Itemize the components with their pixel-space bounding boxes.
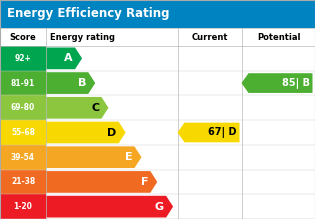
- FancyBboxPatch shape: [178, 71, 242, 95]
- Text: Energy Efficiency Rating: Energy Efficiency Rating: [7, 7, 169, 21]
- FancyBboxPatch shape: [242, 120, 315, 145]
- Text: D: D: [107, 127, 117, 138]
- Polygon shape: [46, 196, 173, 217]
- FancyBboxPatch shape: [0, 120, 46, 145]
- Polygon shape: [242, 73, 312, 93]
- FancyBboxPatch shape: [0, 71, 46, 95]
- Text: E: E: [125, 152, 132, 162]
- Text: 1-20: 1-20: [14, 202, 32, 211]
- Text: 69-80: 69-80: [11, 103, 35, 112]
- Polygon shape: [46, 72, 95, 94]
- Text: 81-91: 81-91: [11, 79, 35, 88]
- Text: 67| D: 67| D: [208, 127, 237, 138]
- Text: A: A: [64, 53, 73, 63]
- FancyBboxPatch shape: [0, 46, 46, 71]
- Text: Potential: Potential: [257, 32, 300, 41]
- FancyBboxPatch shape: [0, 170, 46, 194]
- FancyBboxPatch shape: [0, 0, 315, 28]
- FancyBboxPatch shape: [242, 194, 315, 219]
- FancyBboxPatch shape: [242, 46, 315, 71]
- FancyBboxPatch shape: [0, 194, 46, 219]
- Text: Score: Score: [10, 32, 36, 41]
- FancyBboxPatch shape: [242, 71, 315, 95]
- FancyBboxPatch shape: [178, 194, 242, 219]
- FancyBboxPatch shape: [0, 28, 315, 46]
- Polygon shape: [46, 122, 126, 143]
- Polygon shape: [46, 146, 141, 168]
- FancyBboxPatch shape: [0, 145, 46, 170]
- FancyBboxPatch shape: [178, 170, 242, 194]
- Text: 92+: 92+: [14, 54, 32, 63]
- Polygon shape: [46, 171, 157, 193]
- FancyBboxPatch shape: [178, 145, 242, 170]
- Text: G: G: [155, 202, 164, 212]
- FancyBboxPatch shape: [178, 46, 242, 71]
- Text: 21-38: 21-38: [11, 177, 35, 186]
- FancyBboxPatch shape: [242, 95, 315, 120]
- FancyBboxPatch shape: [0, 95, 46, 120]
- Text: Current: Current: [192, 32, 228, 41]
- Text: C: C: [91, 103, 100, 113]
- Text: F: F: [141, 177, 148, 187]
- Text: 39-54: 39-54: [11, 153, 35, 162]
- FancyBboxPatch shape: [242, 170, 315, 194]
- Polygon shape: [177, 123, 239, 142]
- FancyBboxPatch shape: [242, 145, 315, 170]
- Text: 55-68: 55-68: [11, 128, 35, 137]
- FancyBboxPatch shape: [178, 120, 242, 145]
- Polygon shape: [46, 48, 82, 69]
- Text: Energy rating: Energy rating: [50, 32, 115, 41]
- FancyBboxPatch shape: [178, 95, 242, 120]
- Text: 85| B: 85| B: [282, 78, 310, 88]
- Polygon shape: [46, 97, 108, 119]
- Text: B: B: [78, 78, 86, 88]
